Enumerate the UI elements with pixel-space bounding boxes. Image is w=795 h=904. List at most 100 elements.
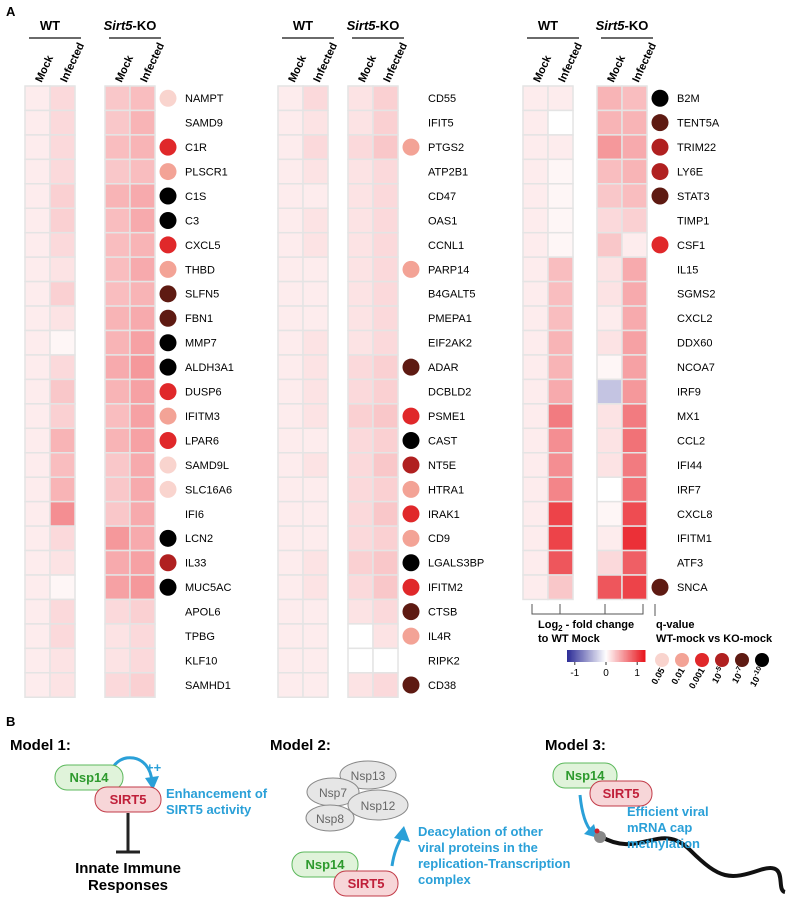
heat-cell [596,452,623,478]
qlegend-label: 0.05 [649,666,666,686]
q-dot [402,627,420,645]
gene-label: SAMHD1 [185,680,231,692]
colorbar-step [600,650,603,662]
group-name: WT [40,18,60,33]
gene-label: SAMD9 [185,118,223,130]
heat-cell [277,207,304,234]
heat-cell [129,500,156,527]
colorbar-step [606,650,608,662]
heat-cell [277,354,304,381]
heat-cell [49,378,76,405]
note: SIRT5 activity [166,802,252,817]
heat-cell [302,403,329,430]
q-dot [402,554,420,572]
colorbar-step [630,650,633,662]
column-label: Infected [381,41,410,84]
note: mRNA cap [627,820,692,835]
gene-label: TPBG [185,631,215,643]
heat-cell [522,305,549,332]
note: Efficient viral [627,804,709,819]
heat-cell [24,231,51,258]
group-name: WT [538,18,558,33]
label-exp: -10 [752,665,763,677]
q-dot [402,260,420,278]
colorbar-step [621,650,624,662]
group-suffix: -KO [625,18,649,33]
heat-cell [302,500,329,527]
heat-cell [49,329,76,356]
gene-label: C3 [185,215,199,227]
heat-cell [104,452,131,478]
colorbar-step [619,650,621,662]
heat-cell [621,427,648,454]
heat-cell [547,280,574,307]
heat-cell [302,574,329,601]
heat-cell [547,354,574,381]
gene-label: DCBLD2 [428,387,471,399]
group-suffix: -KO [133,18,157,33]
gene-label: APOL6 [185,607,220,619]
heat-cell [522,158,549,185]
heat-cell [596,476,623,503]
colorbar-step [594,650,597,662]
sirt5-label: SIRT5 [348,876,385,891]
heat-cell [129,109,156,136]
heat-cell [24,598,51,625]
nsp14-pill [54,764,124,791]
gene-label: ATF3 [677,558,703,570]
heat-cell [621,574,648,601]
colorbar-step [638,650,641,662]
q-dot [159,432,177,450]
label: 10 [710,671,724,685]
column-label: Mock [286,53,309,84]
group-label: WT [538,18,558,33]
note: viral proteins in the [418,840,538,855]
heat-cell [302,134,329,161]
heat-cell [547,256,574,283]
heat-cell [129,476,156,503]
heat-cell [547,305,574,332]
q-dot [651,578,669,596]
heat-cell [129,525,156,552]
heat-cell [372,256,399,283]
heat-cell [372,623,399,650]
plus: ++ [146,760,162,775]
heat-cell [129,183,156,210]
colorbar-tick-label: -1 [570,668,579,679]
colorbar-step [629,650,632,662]
heat-cell [104,354,131,381]
heat-cell [24,378,51,405]
heat-cell [302,378,329,405]
heat-cell [302,329,329,356]
heat-cell [277,109,304,136]
qlegend-label: 0.001 [687,666,707,691]
heat-cell [547,183,574,210]
colorbar-step [611,650,613,662]
column-label: Mock [605,53,628,84]
column-label: Mock [356,53,379,84]
heat-cell [277,525,304,552]
heat-cell [522,256,549,283]
heat-cell [24,672,51,698]
gene-label: DDX60 [677,338,712,350]
heat-cell [49,647,76,674]
colorbar-step [641,650,643,662]
heat-cell [347,574,374,601]
arrowhead [394,826,410,842]
heat-cell [302,305,329,332]
heat-cell [277,452,304,478]
q-dot [651,138,669,156]
heat-cell [49,574,76,601]
gene-label: CCNL1 [428,240,464,252]
heat-cell [547,378,574,405]
heat-cell [596,305,623,332]
colorbar-step [581,650,584,662]
note: replication-Transcription [418,856,570,871]
gene-label: IL15 [677,264,698,276]
heat-cell [49,476,76,503]
heat-cell [547,500,574,527]
qlegend-dot [735,653,749,667]
heat-cell [104,598,131,625]
